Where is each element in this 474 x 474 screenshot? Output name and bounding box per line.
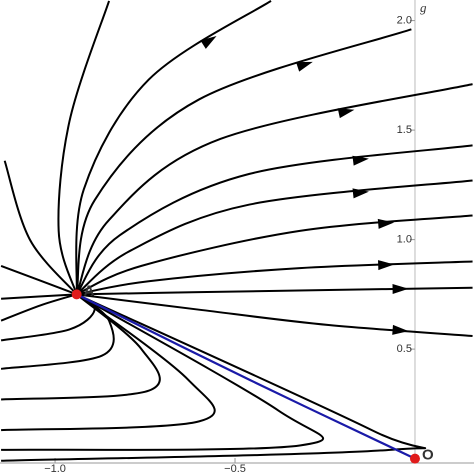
arrow — [377, 218, 395, 229]
arrow — [337, 108, 355, 119]
arrow — [200, 35, 217, 49]
trajectory — [75, 28, 412, 295]
trajectory — [57, 0, 111, 295]
y-tick-label: 1.5 — [397, 124, 412, 136]
point-label: A — [84, 282, 95, 299]
fixed-point — [71, 289, 82, 300]
point-label: O — [422, 447, 434, 464]
y-tick-label: 1.0 — [397, 234, 412, 246]
fixed-point — [409, 453, 420, 464]
arrow — [377, 260, 395, 271]
arrow — [352, 188, 369, 199]
x-tick-label: −0.5 — [224, 463, 246, 474]
y-tick-label: 0.5 — [397, 343, 412, 355]
trajectory — [0, 293, 96, 342]
trajectory — [76, 286, 473, 296]
y-axis-label: g — [420, 0, 427, 15]
trajectory — [76, 260, 473, 296]
x-tick-label: −1.0 — [44, 463, 66, 474]
trajectory — [0, 293, 77, 322]
trajectory — [1, 293, 216, 432]
y-tick-label: 2.0 — [397, 14, 412, 26]
trajectory — [0, 264, 78, 296]
trajectory — [75, 83, 473, 295]
trajectory — [75, 0, 272, 295]
trajectory — [0, 293, 115, 370]
separatrix — [76, 293, 416, 460]
trajectory — [76, 214, 473, 296]
trajectory — [3, 160, 78, 296]
arrow — [392, 284, 409, 295]
arrow — [296, 61, 313, 72]
trajectory — [1, 293, 427, 462]
trajectory — [1, 293, 324, 451]
trajectory — [75, 144, 473, 295]
trajectory — [76, 293, 473, 337]
trajectory — [76, 179, 473, 296]
trajectory — [1, 293, 161, 401]
arrow — [392, 324, 409, 335]
arrow — [352, 155, 369, 166]
